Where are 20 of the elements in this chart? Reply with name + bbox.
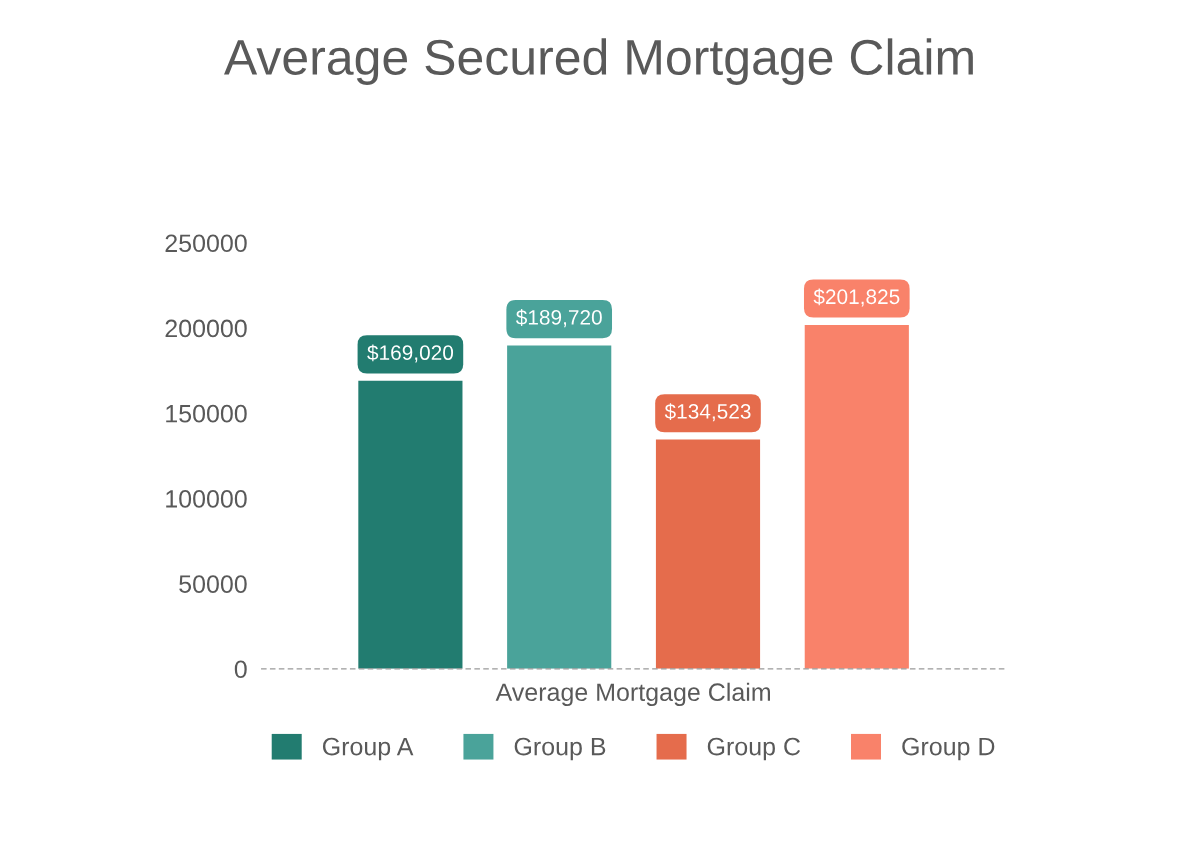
bar: [507, 345, 612, 669]
y-tick-label: 200000: [165, 319, 247, 338]
x-tick-label: Average Mortgage Claim: [495, 682, 770, 707]
y-tick-label: 0: [234, 660, 247, 679]
data-label: $169,020: [367, 344, 454, 363]
data-label: $201,825: [813, 288, 900, 307]
chart-title: Average Secured Mortgage Claim: [223, 38, 973, 85]
y-tick-label: 50000: [179, 575, 247, 593]
legend-label: Group C: [707, 737, 801, 761]
legend-label: Group B: [514, 737, 606, 761]
y-tick-label: 100000: [166, 490, 247, 508]
data-label: $189,720: [515, 309, 602, 328]
legend-label: Group D: [902, 737, 995, 761]
bar: [358, 380, 463, 669]
data-label: $134,523: [664, 403, 751, 422]
bar: [804, 324, 909, 669]
y-tick-label: 150000: [166, 404, 247, 423]
legend-label: Group A: [322, 737, 414, 761]
y-tick-label: 250000: [165, 234, 247, 253]
bar: [655, 439, 761, 669]
